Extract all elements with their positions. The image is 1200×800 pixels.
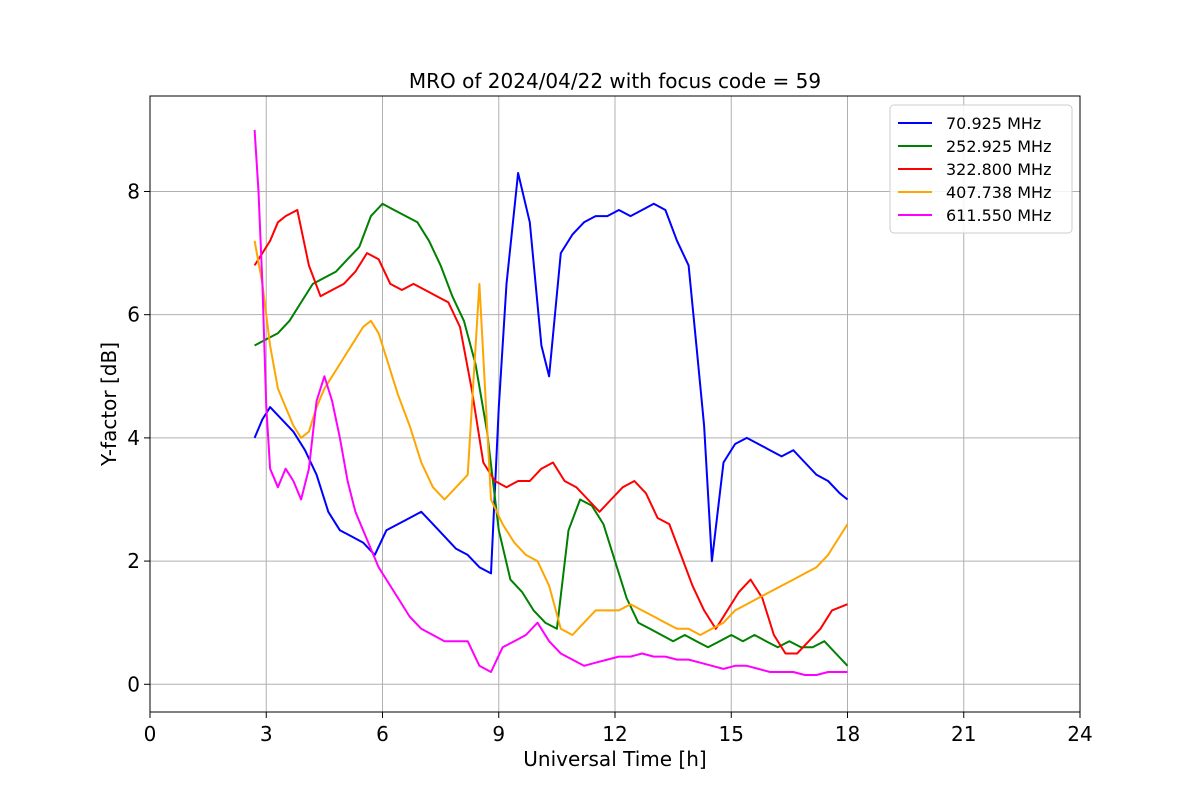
x-tick-label: 0 xyxy=(144,722,157,746)
x-axis-label: Universal Time [h] xyxy=(523,747,706,771)
y-tick-label: 4 xyxy=(127,426,140,450)
plot-series xyxy=(253,129,849,676)
chart-title: MRO of 2024/04/22 with focus code = 59 xyxy=(409,69,821,93)
x-axis-ticks: 0 3 6 9 12 15 18 21 24 xyxy=(144,712,1093,746)
legend-label: 252.925 MHz xyxy=(946,137,1051,156)
y-tick-label: 6 xyxy=(127,303,140,327)
x-tick-label: 24 xyxy=(1067,722,1092,746)
x-tick-label: 21 xyxy=(951,722,976,746)
x-tick-label: 9 xyxy=(492,722,505,746)
y-tick-label: 8 xyxy=(127,179,140,203)
series-line-407-738-mhz xyxy=(253,240,849,636)
legend: 70.925 MHz 252.925 MHz 322.800 MHz 407.738 … xyxy=(889,104,1073,234)
legend-label: 70.925 MHz xyxy=(946,114,1041,133)
legend-label: 322.800 MHz xyxy=(946,160,1051,179)
x-tick-label: 15 xyxy=(719,722,744,746)
y-axis-ticks: 0 2 4 6 8 xyxy=(127,179,150,696)
series-line-322-800-mhz xyxy=(253,209,848,655)
x-tick-label: 3 xyxy=(260,722,273,746)
y-tick-label: 0 xyxy=(127,672,140,696)
y-axis-label: Y-factor [dB] xyxy=(97,342,121,467)
legend-box xyxy=(889,104,1073,234)
series-line-252-925-mhz xyxy=(254,202,849,667)
y-tick-label: 2 xyxy=(127,549,140,573)
series-line-70-925-mhz xyxy=(253,172,849,575)
legend-label: 611.550 MHz xyxy=(946,206,1051,225)
x-tick-label: 18 xyxy=(835,722,860,746)
series-line-611-550-mhz xyxy=(253,129,848,676)
legend-label: 407.738 MHz xyxy=(946,183,1051,202)
x-tick-label: 12 xyxy=(602,722,627,746)
x-tick-label: 6 xyxy=(376,722,389,746)
